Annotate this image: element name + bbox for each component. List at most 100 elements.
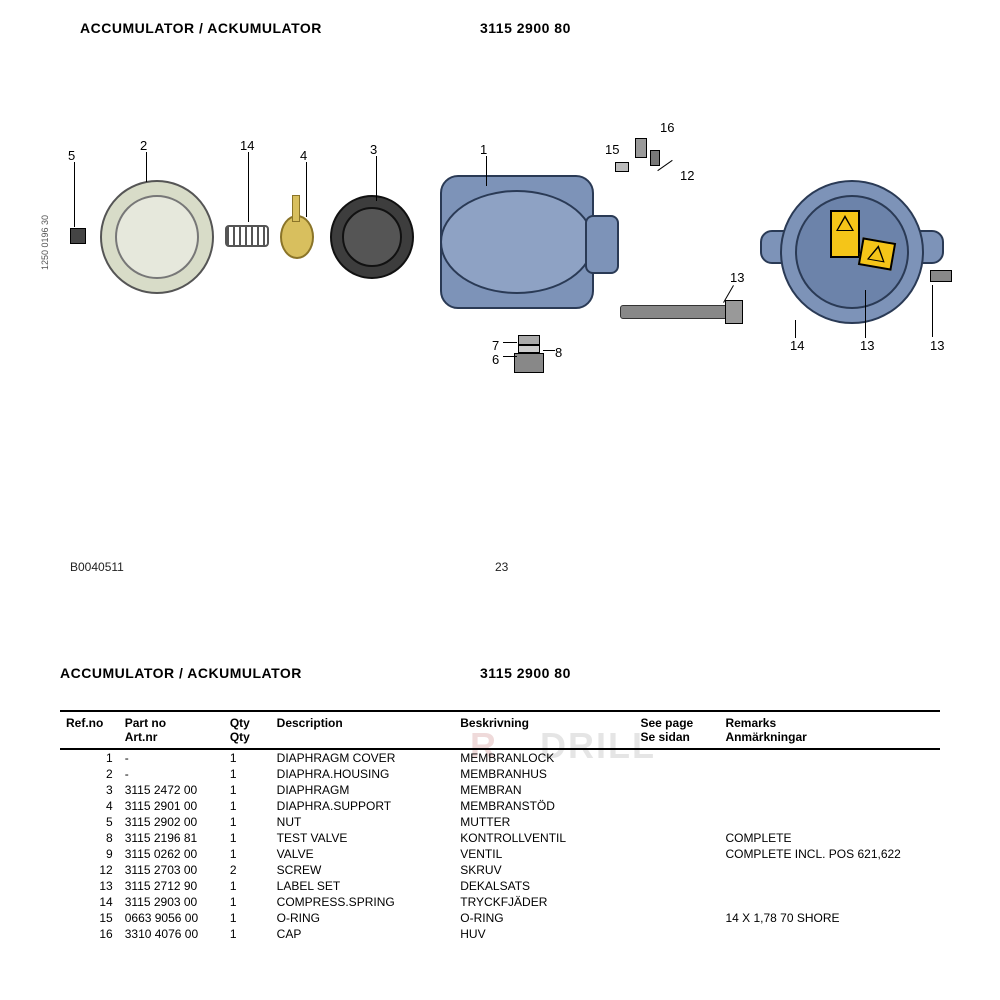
callout-15: 15 <box>605 142 619 157</box>
drawing-id-side: 1250 0196 30 <box>40 215 50 270</box>
table-row: 83115 2196 811TEST VALVEKONTROLLVENTILCO… <box>60 830 940 846</box>
cell: 1 <box>60 749 119 766</box>
cell: LABEL SET <box>271 878 455 894</box>
cell <box>635 846 720 862</box>
parts-table-head: Ref.no Part no Art.nr Qty Qty Descriptio… <box>60 711 940 749</box>
callout-2: 2 <box>140 138 147 153</box>
cell <box>635 830 720 846</box>
cell: O-RING <box>271 910 455 926</box>
callout-14b: 14 <box>790 338 804 353</box>
cell: 1 <box>224 894 271 910</box>
cell: - <box>119 766 224 782</box>
warning-label-1 <box>830 210 860 258</box>
cell: 8 <box>60 830 119 846</box>
cell <box>719 782 940 798</box>
cell <box>635 878 720 894</box>
callout-13b: 13 <box>930 338 944 353</box>
table-row: 93115 0262 001VALVEVENTIL COMPLETE INCL. … <box>60 846 940 862</box>
cell: 2 <box>60 766 119 782</box>
cell: CAP <box>271 926 455 942</box>
callout-14: 14 <box>240 138 254 153</box>
cell <box>719 766 940 782</box>
part-spring <box>225 225 269 247</box>
callout-3: 3 <box>370 142 377 157</box>
cell: 12 <box>60 862 119 878</box>
table-row: 33115 2472 001DIAPHRAGMMEMBRAN <box>60 782 940 798</box>
cell <box>635 766 720 782</box>
cell: O-RING <box>454 910 634 926</box>
cell <box>719 926 940 942</box>
cell: VENTIL <box>454 846 634 862</box>
part-support-stem <box>292 195 300 222</box>
cell: MEMBRANLOCK <box>454 749 634 766</box>
page-number: 23 <box>495 560 508 574</box>
cell: 3115 0262 00 <box>119 846 224 862</box>
cell <box>635 798 720 814</box>
cell: 5 <box>60 814 119 830</box>
col-qty: Qty Qty <box>224 711 271 749</box>
cell: 3115 2902 00 <box>119 814 224 830</box>
cell: MEMBRANSTÖD <box>454 798 634 814</box>
cell: 1 <box>224 830 271 846</box>
cell <box>635 749 720 766</box>
table-row: 163310 4076 001CAPHUV <box>60 926 940 942</box>
part-cover-face <box>440 190 594 294</box>
cell <box>635 862 720 878</box>
callout-5: 5 <box>68 148 75 163</box>
col-besk: Beskrivning <box>454 711 634 749</box>
cell: SCREW <box>271 862 455 878</box>
cell <box>719 878 940 894</box>
cell <box>635 910 720 926</box>
cell: SKRUV <box>454 862 634 878</box>
callout-16: 16 <box>660 120 674 135</box>
cell: 3115 2703 00 <box>119 862 224 878</box>
page-title: ACCUMULATOR / ACKUMULATOR <box>80 20 322 36</box>
cell: 1 <box>224 926 271 942</box>
part-housing-inner <box>115 195 199 279</box>
table-row: 43115 2901 001DIAPHRA.SUPPORTMEMBRANSTÖD <box>60 798 940 814</box>
cell: DIAPHRAGM COVER <box>271 749 455 766</box>
cell: 3115 2472 00 <box>119 782 224 798</box>
cell: COMPLETE INCL. POS 621,622 <box>719 846 940 862</box>
front-bolt <box>930 270 952 282</box>
part-oring-15 <box>615 162 629 172</box>
cell: 1 <box>224 910 271 926</box>
cell: MEMBRAN <box>454 782 634 798</box>
table-row: 133115 2712 901LABEL SETDEKALSATS <box>60 878 940 894</box>
cell: 3310 4076 00 <box>119 926 224 942</box>
cell: 13 <box>60 878 119 894</box>
callout-7: 7 <box>492 338 499 353</box>
warning-label-2 <box>858 237 896 270</box>
cell: 15 <box>60 910 119 926</box>
cell <box>719 894 940 910</box>
part-washer-7 <box>518 335 540 345</box>
callout-9: 12 <box>680 168 694 183</box>
cell <box>719 862 940 878</box>
cell: 4 <box>60 798 119 814</box>
cell: 1 <box>224 798 271 814</box>
exploded-diagram: 1250 0196 30 <box>60 120 940 420</box>
cell: 1 <box>224 749 271 766</box>
part-washer-6 <box>518 345 540 353</box>
cell: 0663 9056 00 <box>119 910 224 926</box>
col-desc: Description <box>271 711 455 749</box>
callout-4: 4 <box>300 148 307 163</box>
col-ref: Ref.no <box>60 711 119 749</box>
part-testvalve-8 <box>514 353 544 373</box>
cell: DIAPHRA.HOUSING <box>271 766 455 782</box>
cell: 9 <box>60 846 119 862</box>
table-row: 150663 9056 001O-RINGO-RING14 X 1,78 70 … <box>60 910 940 926</box>
cell: 1 <box>224 846 271 862</box>
cell: VALVE <box>271 846 455 862</box>
cell <box>719 798 940 814</box>
cell: 14 <box>60 894 119 910</box>
cell: 3115 2712 90 <box>119 878 224 894</box>
table-row: 53115 2902 001NUTMUTTER <box>60 814 940 830</box>
callout-12: 13 <box>730 270 744 285</box>
cell: MEMBRANHUS <box>454 766 634 782</box>
callout-8: 8 <box>555 345 562 360</box>
cell: KONTROLLVENTIL <box>454 830 634 846</box>
cell: TEST VALVE <box>271 830 455 846</box>
parts-table: Ref.no Part no Art.nr Qty Qty Descriptio… <box>60 710 940 942</box>
cell: 3115 2903 00 <box>119 894 224 910</box>
